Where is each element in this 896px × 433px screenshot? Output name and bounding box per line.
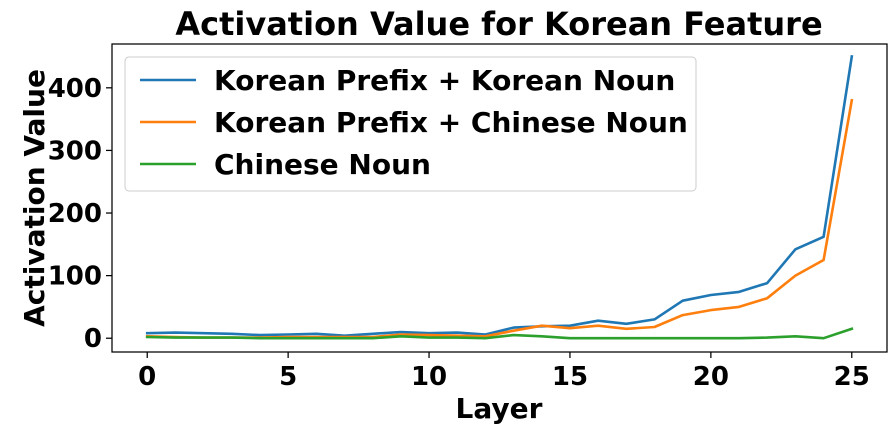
- y-tick-label: 400: [48, 74, 102, 104]
- y-tick-label: 100: [48, 262, 102, 292]
- series-line-1: [145, 55, 854, 338]
- legend-label-3: Chinese Noun: [214, 148, 431, 181]
- x-tick-label: 5: [279, 362, 297, 392]
- x-tick-label: 20: [693, 362, 729, 392]
- series-line-3: [145, 327, 854, 340]
- y-tick-label: 300: [48, 136, 102, 166]
- plot-lines: [145, 55, 854, 340]
- x-tick-label: 15: [552, 362, 588, 392]
- x-tick-label: 10: [411, 362, 447, 392]
- legend-label-1: Korean Prefix + Korean Noun: [214, 64, 675, 97]
- legend-label-2: Korean Prefix + Chinese Noun: [214, 106, 688, 139]
- x-axis: 0 5 10 15 20 25: [138, 352, 870, 392]
- legend: Korean Prefix + Korean Noun Korean Prefix…: [124, 56, 697, 192]
- chart-title: Activation Value for Korean Feature: [175, 5, 822, 43]
- x-axis-label: Layer: [456, 392, 543, 425]
- y-axis-label: Activation Value: [18, 69, 51, 327]
- x-tick-label: 25: [834, 362, 870, 392]
- x-tick-label: 0: [138, 362, 156, 392]
- legend-box: [124, 56, 697, 192]
- y-tick-label: 200: [48, 199, 102, 229]
- y-tick-label: 0: [84, 324, 102, 354]
- plot-frame: [111, 43, 888, 353]
- y-axis: 0 100 200 300 400: [48, 74, 112, 354]
